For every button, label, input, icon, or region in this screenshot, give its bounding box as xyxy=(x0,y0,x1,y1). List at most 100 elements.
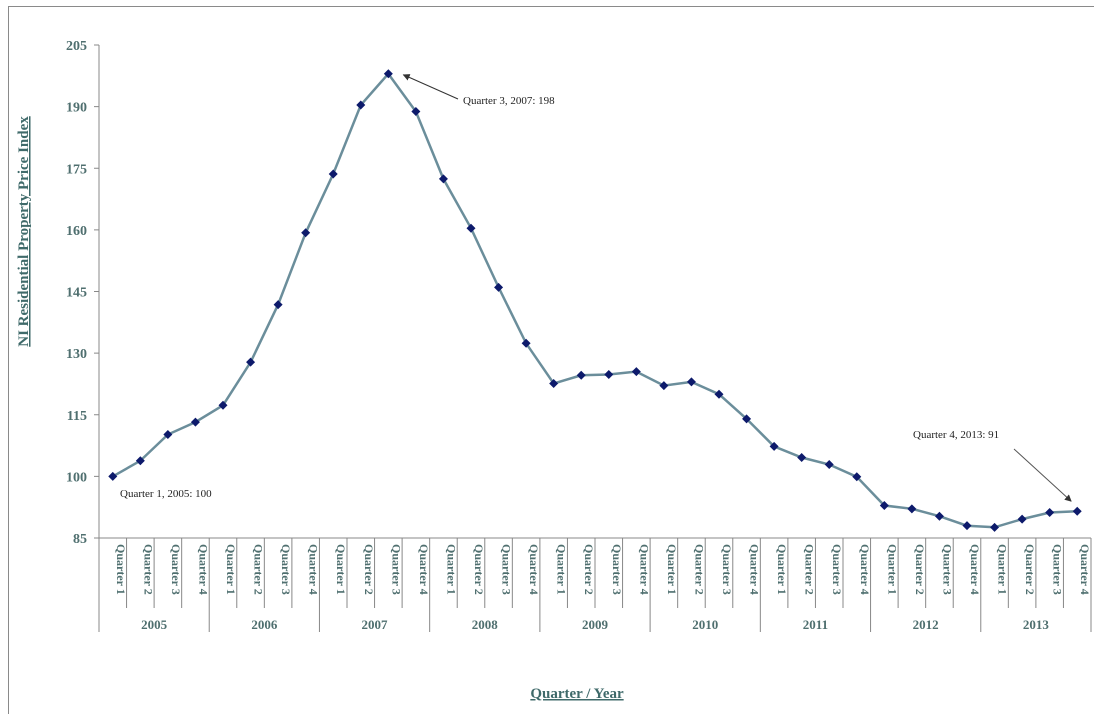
data-point xyxy=(907,504,917,514)
data-point xyxy=(714,389,724,399)
x-quarter-label: Quarter 4 xyxy=(968,544,982,595)
x-quarter-label: Quarter 1 xyxy=(555,544,569,595)
x-quarter-label: Quarter 3 xyxy=(279,544,293,595)
y-tick-label: 175 xyxy=(66,162,87,177)
y-tick-label: 190 xyxy=(66,101,87,116)
data-point xyxy=(769,441,779,451)
data-point xyxy=(686,377,696,387)
data-point xyxy=(797,452,807,462)
x-year-label: 2006 xyxy=(251,617,278,632)
data-point xyxy=(934,511,944,521)
data-point xyxy=(411,107,421,117)
data-point xyxy=(383,69,393,79)
x-quarter-label: Quarter 1 xyxy=(996,544,1010,595)
annotation-arrow xyxy=(1013,448,1072,502)
data-point xyxy=(494,282,504,292)
data-point xyxy=(604,369,614,379)
x-quarter-label: Quarter 2 xyxy=(362,544,376,595)
x-quarter-label: Quarter 1 xyxy=(665,544,679,595)
data-point xyxy=(879,501,889,511)
x-year-label: 2012 xyxy=(913,617,939,632)
x-year-label: 2005 xyxy=(141,617,168,632)
y-tick-label: 145 xyxy=(66,286,87,301)
data-point xyxy=(521,338,531,348)
x-year-label: 2011 xyxy=(803,617,828,632)
annotation-label: Quarter 1, 2005: 100 xyxy=(120,488,212,500)
x-quarter-label: Quarter 4 xyxy=(637,544,651,595)
x-quarter-label: Quarter 4 xyxy=(196,544,210,595)
data-point xyxy=(163,429,173,439)
x-quarter-label: Quarter 3 xyxy=(610,544,624,595)
data-point xyxy=(246,357,256,367)
y-tick-label: 115 xyxy=(67,409,87,424)
annotation-label: Quarter 4, 2013: 91 xyxy=(913,429,999,441)
x-quarter-label: Quarter 1 xyxy=(334,544,348,595)
x-quarter-label: Quarter 1 xyxy=(775,544,789,595)
x-quarter-label: Quarter 3 xyxy=(720,544,734,595)
data-point xyxy=(356,100,366,110)
data-point xyxy=(852,472,862,482)
data-point xyxy=(438,174,448,184)
x-quarter-label: Quarter 2 xyxy=(141,544,155,595)
x-quarter-label: Quarter 2 xyxy=(692,544,706,595)
y-axis-title: NI Residential Property Price Index xyxy=(16,116,32,347)
x-quarter-label: Quarter 2 xyxy=(582,544,596,595)
data-point xyxy=(328,169,338,179)
x-axis-title: Quarter / Year xyxy=(530,686,624,702)
x-quarter-label: Quarter 2 xyxy=(913,544,927,595)
y-tick-label: 85 xyxy=(73,532,87,547)
x-quarter-label: Quarter 4 xyxy=(1078,544,1092,595)
x-year-label: 2007 xyxy=(362,617,389,632)
x-quarter-label: Quarter 4 xyxy=(858,544,872,595)
y-tick-label: 130 xyxy=(66,347,87,362)
data-point xyxy=(631,367,641,377)
x-quarter-label: Quarter 2 xyxy=(803,544,817,595)
data-point xyxy=(549,379,559,389)
y-tick-label: 205 xyxy=(66,39,87,54)
y-tick-label: 100 xyxy=(66,470,87,485)
x-quarter-label: Quarter 1 xyxy=(885,544,899,595)
x-quarter-label: Quarter 1 xyxy=(114,544,128,595)
x-quarter-label: Quarter 3 xyxy=(1051,544,1065,595)
x-quarter-label: Quarter 1 xyxy=(444,544,458,595)
x-year-label: 2009 xyxy=(582,617,609,632)
x-quarter-label: Quarter 3 xyxy=(169,544,183,595)
x-year-label: 2010 xyxy=(692,617,718,632)
data-point xyxy=(301,228,311,238)
data-point xyxy=(576,370,586,380)
x-quarter-label: Quarter 1 xyxy=(224,544,238,595)
data-point xyxy=(1072,506,1082,516)
data-point xyxy=(962,521,972,531)
annotation-label: Quarter 3, 2007: 198 xyxy=(463,95,555,107)
x-quarter-label: Quarter 2 xyxy=(1023,544,1037,595)
x-year-label: 2013 xyxy=(1023,617,1050,632)
data-point xyxy=(990,522,1000,532)
y-tick-label: 160 xyxy=(66,224,87,239)
x-quarter-label: Quarter 3 xyxy=(389,544,403,595)
x-quarter-label: Quarter 3 xyxy=(830,544,844,595)
data-point xyxy=(1045,508,1055,518)
annotation-arrow xyxy=(402,74,459,100)
data-point xyxy=(659,381,669,391)
data-point xyxy=(466,223,476,233)
data-point xyxy=(824,459,834,469)
data-point xyxy=(742,414,752,424)
x-quarter-label: Quarter 4 xyxy=(527,544,541,595)
x-quarter-label: Quarter 4 xyxy=(417,544,431,595)
data-point xyxy=(190,417,200,427)
x-quarter-label: Quarter 2 xyxy=(252,544,266,595)
data-point xyxy=(1017,514,1027,524)
data-point xyxy=(218,400,228,410)
x-year-label: 2008 xyxy=(472,617,499,632)
x-quarter-label: Quarter 3 xyxy=(500,544,514,595)
series-line xyxy=(112,71,1078,529)
x-quarter-label: Quarter 4 xyxy=(748,544,762,595)
x-quarter-label: Quarter 4 xyxy=(307,544,321,595)
x-quarter-label: Quarter 2 xyxy=(472,544,486,595)
data-point xyxy=(273,300,283,310)
x-quarter-label: Quarter 3 xyxy=(940,544,954,595)
data-point xyxy=(108,471,118,481)
chart-frame xyxy=(8,6,1094,714)
data-point xyxy=(135,456,145,466)
